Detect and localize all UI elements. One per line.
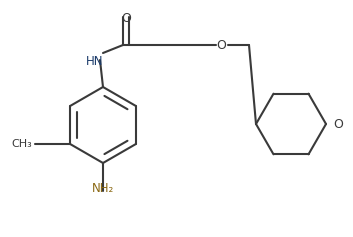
Text: CH₃: CH₃ [11,139,32,149]
Text: O: O [333,118,343,131]
Text: O: O [216,38,226,51]
Text: HN: HN [86,55,104,68]
Text: O: O [121,12,131,25]
Text: NH₂: NH₂ [92,182,114,195]
